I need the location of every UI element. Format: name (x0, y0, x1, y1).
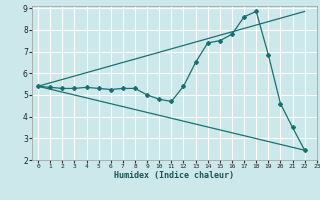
X-axis label: Humidex (Indice chaleur): Humidex (Indice chaleur) (115, 171, 234, 180)
